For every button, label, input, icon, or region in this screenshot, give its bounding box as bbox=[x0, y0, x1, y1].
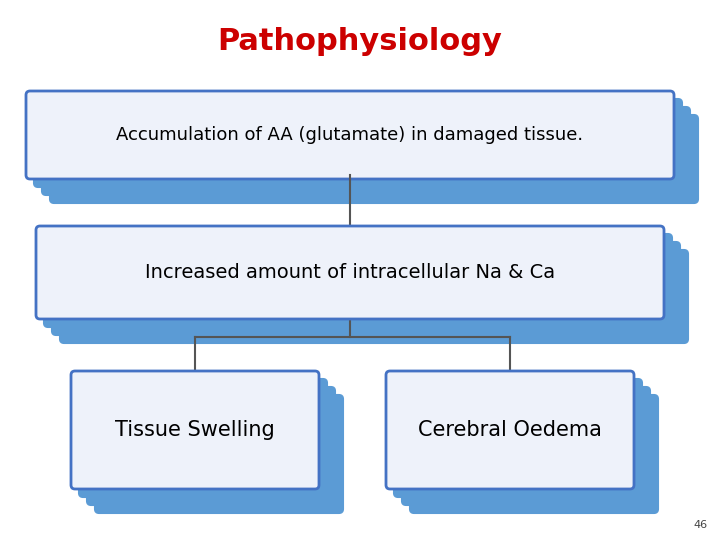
FancyBboxPatch shape bbox=[26, 91, 674, 179]
Text: Tissue Swelling: Tissue Swelling bbox=[115, 420, 275, 440]
FancyBboxPatch shape bbox=[95, 395, 343, 513]
FancyBboxPatch shape bbox=[87, 387, 335, 505]
FancyBboxPatch shape bbox=[60, 250, 688, 343]
FancyBboxPatch shape bbox=[44, 234, 672, 327]
Text: 46: 46 bbox=[694, 520, 708, 530]
FancyBboxPatch shape bbox=[34, 99, 682, 187]
FancyBboxPatch shape bbox=[50, 115, 698, 203]
FancyBboxPatch shape bbox=[79, 379, 327, 497]
Text: Increased amount of intracellular Na & Ca: Increased amount of intracellular Na & C… bbox=[145, 263, 555, 282]
Text: Accumulation of AA (glutamate) in damaged tissue.: Accumulation of AA (glutamate) in damage… bbox=[117, 126, 584, 144]
Text: Cerebral Oedema: Cerebral Oedema bbox=[418, 420, 602, 440]
FancyBboxPatch shape bbox=[394, 379, 642, 497]
FancyBboxPatch shape bbox=[71, 371, 319, 489]
FancyBboxPatch shape bbox=[42, 107, 690, 195]
FancyBboxPatch shape bbox=[402, 387, 650, 505]
FancyBboxPatch shape bbox=[52, 242, 680, 335]
Text: Pathophysiology: Pathophysiology bbox=[217, 28, 503, 57]
FancyBboxPatch shape bbox=[36, 226, 664, 319]
FancyBboxPatch shape bbox=[410, 395, 658, 513]
FancyBboxPatch shape bbox=[386, 371, 634, 489]
